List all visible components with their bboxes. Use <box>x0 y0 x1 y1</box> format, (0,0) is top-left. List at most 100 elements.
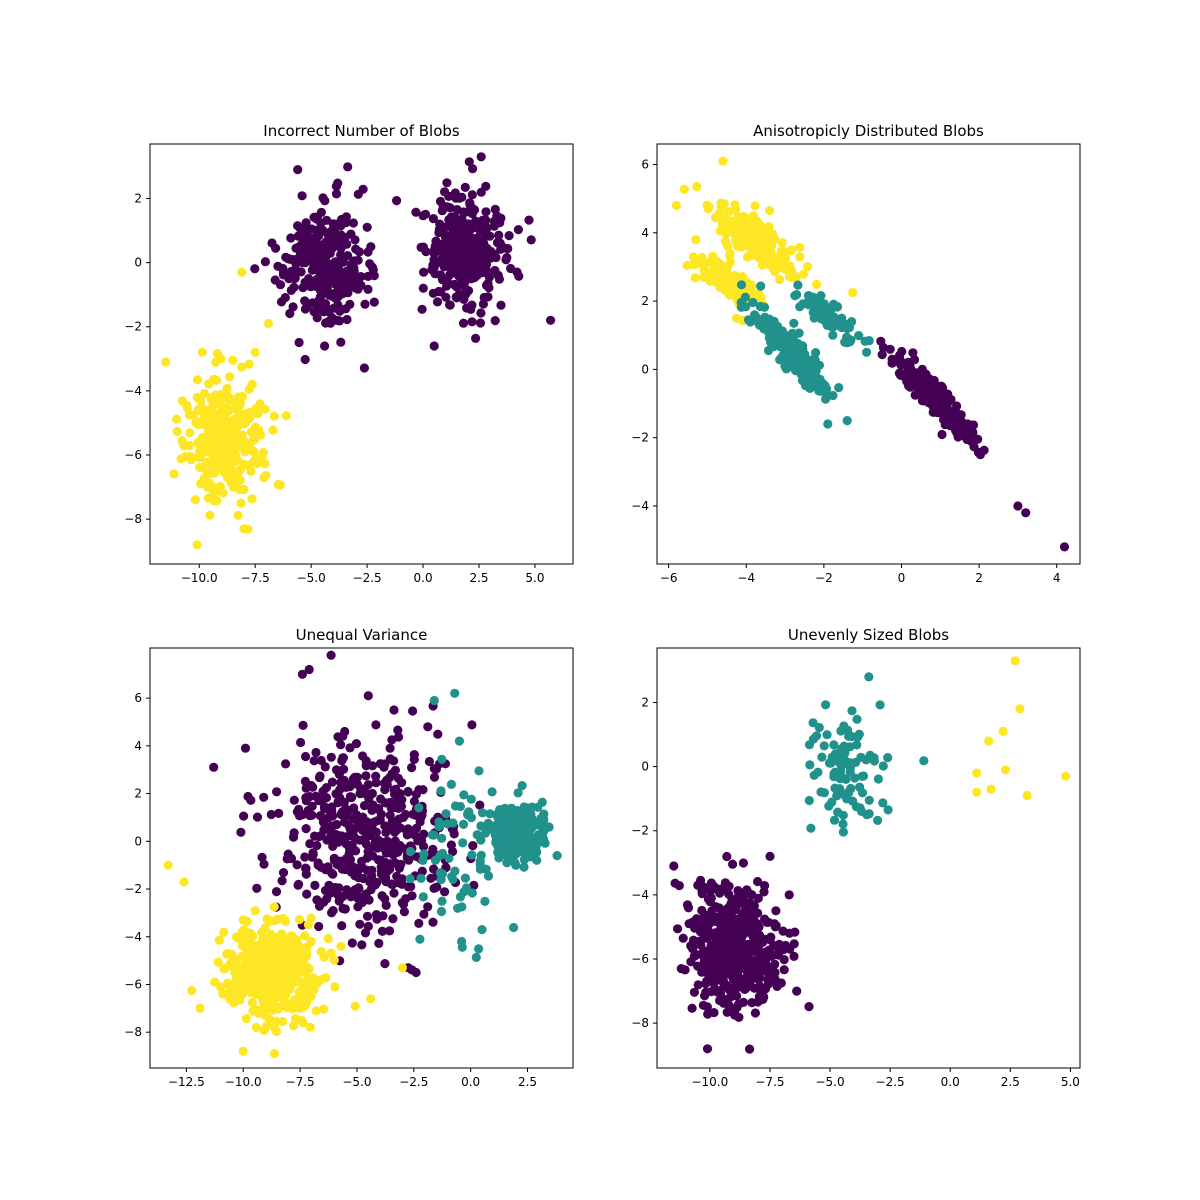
data-point <box>362 222 372 232</box>
data-point <box>240 447 250 457</box>
data-point <box>761 947 771 957</box>
data-point <box>1021 508 1031 518</box>
data-point <box>338 256 348 266</box>
data-point <box>450 688 460 698</box>
data-point <box>243 409 253 419</box>
data-point <box>830 752 840 762</box>
data-point <box>250 951 260 961</box>
data-point <box>269 902 279 912</box>
data-point <box>286 272 296 282</box>
data-point <box>218 989 228 999</box>
data-point <box>325 888 335 899</box>
data-point <box>286 285 296 295</box>
data-point <box>480 828 491 838</box>
data-point <box>720 878 731 888</box>
data-point <box>773 950 784 960</box>
data-point <box>326 226 336 236</box>
data-point <box>689 987 700 997</box>
data-point <box>467 190 477 200</box>
data-point <box>397 898 407 908</box>
data-point <box>229 953 239 964</box>
data-point <box>298 1018 308 1028</box>
data-point <box>305 1022 315 1032</box>
data-point <box>301 968 311 978</box>
data-point <box>510 817 521 827</box>
y-tick-label: −2 <box>631 431 649 445</box>
data-point <box>417 304 427 314</box>
data-point <box>266 809 276 820</box>
data-point <box>357 862 367 872</box>
data-point <box>195 1003 205 1013</box>
data-point <box>355 919 365 929</box>
data-point <box>691 235 701 245</box>
data-point <box>715 281 725 291</box>
data-point <box>739 889 749 899</box>
data-point <box>800 377 810 387</box>
points-layer <box>669 656 1071 1054</box>
data-point <box>376 862 386 872</box>
data-point <box>313 858 323 868</box>
y-tick-label: 6 <box>134 691 142 705</box>
data-point <box>427 830 437 840</box>
data-point <box>508 922 519 933</box>
data-point <box>776 353 786 363</box>
data-point <box>331 765 342 775</box>
data-point <box>314 773 325 783</box>
data-point <box>357 940 367 950</box>
data-point <box>915 381 926 391</box>
data-point <box>290 952 300 962</box>
data-point <box>519 855 530 865</box>
data-point <box>429 262 439 272</box>
data-point <box>300 354 310 365</box>
data-point <box>268 425 278 435</box>
data-point <box>300 296 310 306</box>
data-point <box>161 357 171 367</box>
data-point <box>252 959 262 970</box>
data-point <box>213 957 223 967</box>
data-point <box>452 205 462 215</box>
points-layer <box>161 152 556 550</box>
data-point <box>345 792 355 802</box>
data-point <box>434 817 444 827</box>
data-point <box>437 833 447 843</box>
data-point <box>466 304 476 314</box>
data-point <box>246 795 256 805</box>
data-point <box>494 230 504 240</box>
data-point <box>804 1002 814 1012</box>
y-tick-label: 2 <box>641 294 649 308</box>
data-point <box>460 182 470 192</box>
data-point <box>552 851 562 861</box>
data-point <box>258 448 269 458</box>
data-point <box>318 298 328 308</box>
data-point <box>686 941 696 951</box>
data-point <box>210 977 220 987</box>
data-point <box>318 225 328 235</box>
data-point <box>864 672 874 682</box>
data-point <box>192 540 202 550</box>
data-point <box>374 803 384 814</box>
data-point <box>698 1000 709 1010</box>
data-point <box>372 878 382 888</box>
data-point <box>348 218 358 228</box>
x-tick-label: −5.0 <box>297 571 326 585</box>
data-point <box>440 187 450 197</box>
data-point <box>984 736 994 746</box>
data-point <box>228 355 238 365</box>
data-point <box>252 1005 262 1015</box>
x-tick-label: −6 <box>660 571 678 585</box>
data-point <box>862 347 872 357</box>
data-point <box>827 797 837 807</box>
data-point <box>763 345 774 356</box>
data-point <box>251 1022 261 1033</box>
data-point <box>225 372 235 382</box>
data-point <box>745 1044 755 1054</box>
data-point <box>369 842 379 852</box>
data-point <box>342 314 352 325</box>
y-tick-label: −2 <box>631 824 649 838</box>
data-point <box>528 848 538 858</box>
x-tick-label: −2.5 <box>876 1075 905 1089</box>
x-tick-label: −10.0 <box>691 1075 728 1089</box>
data-point <box>256 430 266 440</box>
data-point <box>442 250 452 260</box>
data-point <box>239 416 250 426</box>
